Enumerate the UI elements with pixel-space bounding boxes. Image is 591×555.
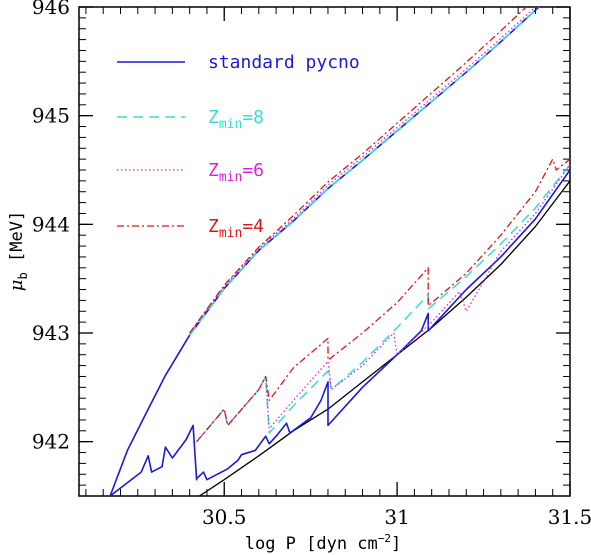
series-line-zmin4_lower	[196, 158, 570, 443]
y-tick-label: 943	[32, 321, 70, 345]
y-tick-label: 942	[32, 430, 70, 454]
series-line-standard_lower	[109, 169, 570, 496]
y-axis-label: μb [MeV]	[6, 211, 30, 291]
series-line-zmin6_lower	[196, 164, 570, 443]
series-line-standard_upper	[109, 7, 540, 496]
x-tick-label: 31	[384, 505, 409, 529]
legend-label-zmin4: Zmin=4	[208, 216, 264, 241]
y-tick-label: 944	[32, 212, 70, 236]
x-axis-label: log P [dyn cm−2]	[245, 532, 402, 554]
legend-label-zmin8: Zmin=8	[208, 107, 264, 132]
x-tick-label: 30.5	[202, 505, 247, 529]
series-line-zmin8_upper	[188, 7, 540, 336]
legend: standard pycno Zmin=8 Zmin=6 Zmin=4	[117, 52, 360, 241]
major-ticks	[79, 6, 571, 496]
series-layer	[109, 7, 570, 496]
plot-frame	[78, 6, 571, 497]
legend-label-zmin6: Zmin=6	[208, 160, 264, 185]
series-line-zmin4_upper	[189, 7, 528, 334]
minor-ticks	[79, 6, 571, 497]
series-line-zmin6_upper	[189, 7, 537, 334]
y-tick-label: 945	[32, 104, 70, 128]
x-tick-label: 31.5	[548, 505, 591, 529]
y-tick-label: 946	[32, 0, 70, 19]
tick-labels: 30.5 31 31.5 942 943 944 945 946	[32, 0, 591, 529]
series-line-smooth	[198, 180, 570, 496]
series-line-zmin8_lower	[196, 164, 570, 443]
legend-label-standard: standard pycno	[208, 52, 360, 73]
